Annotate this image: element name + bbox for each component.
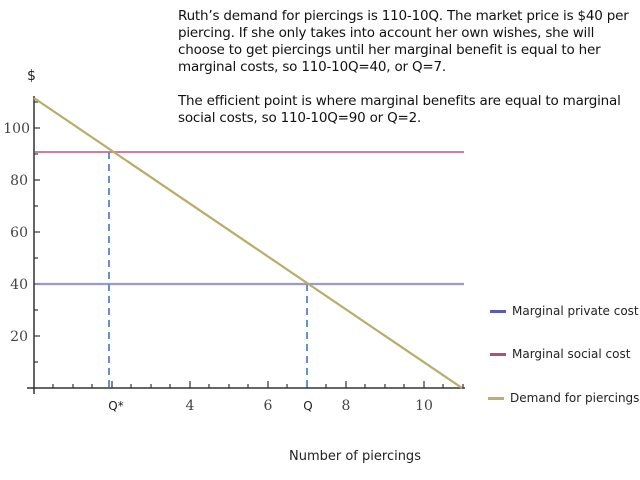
x-tick-4: 4 — [186, 398, 195, 414]
legend-item-demand: Demand for piercings — [488, 391, 639, 405]
y-tick-40: 40 — [10, 277, 28, 293]
legend-label-social-cost: Marginal social cost — [512, 347, 631, 361]
explanation-text: Ruth’s demand for piercings is 110-10Q. … — [178, 8, 638, 144]
x-tick-10: 10 — [415, 398, 433, 414]
x-tick-6: 6 — [264, 398, 273, 414]
y-tick-100: 100 — [3, 121, 30, 137]
legend-swatch-social-cost — [490, 353, 506, 356]
legend-swatch-private-cost — [490, 310, 506, 313]
y-axis-label: $ — [27, 68, 36, 84]
y-tick-60: 60 — [10, 225, 28, 241]
explanation-paragraph-2: The efficient point is where marginal be… — [178, 93, 621, 126]
x-ticks — [52, 381, 464, 388]
legend-item-social-cost: Marginal social cost — [490, 347, 630, 361]
q-label: Q — [303, 399, 312, 413]
legend-swatch-demand — [488, 397, 504, 400]
legend-item-private-cost: Marginal private cost — [490, 304, 639, 318]
y-tick-80: 80 — [10, 173, 28, 189]
y-tick-20: 20 — [10, 329, 28, 345]
legend-label-private-cost: Marginal private cost — [512, 304, 639, 318]
legend-label-demand: Demand for piercings — [510, 391, 640, 405]
x-axis-label: Number of piercings — [289, 449, 421, 464]
explanation-paragraph-1: Ruth’s demand for piercings is 110-10Q. … — [178, 8, 629, 75]
x-tick-8: 8 — [342, 398, 351, 414]
q-star-label: Q* — [108, 399, 123, 413]
y-ticks — [34, 101, 40, 363]
demand-line — [33, 97, 463, 389]
